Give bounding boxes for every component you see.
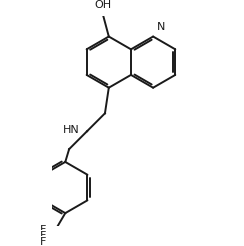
Text: F: F — [40, 237, 46, 246]
Text: HN: HN — [63, 125, 80, 135]
Text: F: F — [40, 231, 46, 241]
Text: OH: OH — [94, 0, 112, 10]
Text: F: F — [40, 225, 46, 235]
Text: N: N — [157, 22, 165, 32]
